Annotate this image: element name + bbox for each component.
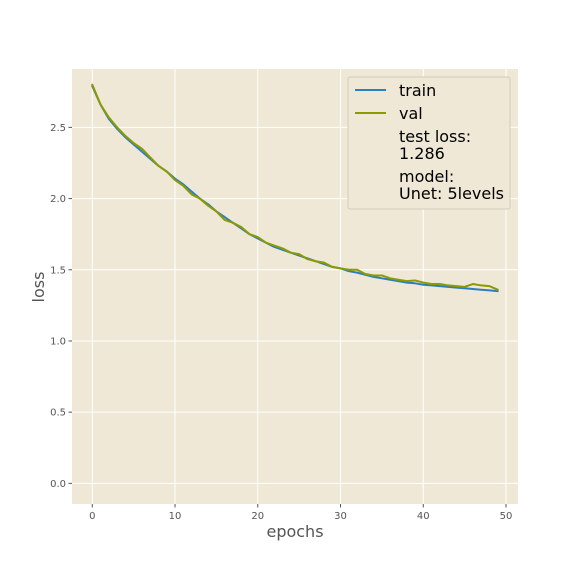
x-tick-label: 50 — [500, 511, 513, 522]
y-tick-label: 2.5 — [50, 123, 66, 134]
legend-box — [347, 76, 511, 210]
legend-test-loss-value: 1.286 — [399, 144, 445, 163]
legend-model-value: Unet: 5levels — [399, 184, 504, 203]
legend-label-val: val — [399, 104, 423, 123]
x-tick-label: 30 — [334, 511, 347, 522]
ticks: 0 10 20 30 40 50 0.0 0.5 1.0 1.5 2.0 2.5 — [50, 123, 512, 522]
x-tick-label: 0 — [89, 511, 95, 522]
legend: train val test loss: 1.286 model: Unet: … — [347, 76, 511, 210]
y-axis-label: loss — [29, 272, 48, 303]
series-layer — [91, 83, 499, 293]
legend-label-train: train — [399, 81, 436, 100]
x-tick-label: 10 — [169, 511, 182, 522]
y-tick-label: 2.0 — [50, 194, 66, 205]
y-tick-label: 0.0 — [50, 479, 66, 490]
legend-model-label: model: — [399, 167, 454, 186]
series-line-val — [91, 83, 499, 291]
x-axis-label: epochs — [266, 522, 323, 541]
y-tick-label: 1.5 — [50, 265, 66, 276]
legend-test-loss-label: test loss: — [399, 127, 471, 146]
x-tick-label: 20 — [251, 511, 264, 522]
y-tick-label: 1.0 — [50, 336, 66, 347]
x-tick-label: 40 — [417, 511, 430, 522]
y-tick-label: 0.5 — [50, 408, 66, 419]
